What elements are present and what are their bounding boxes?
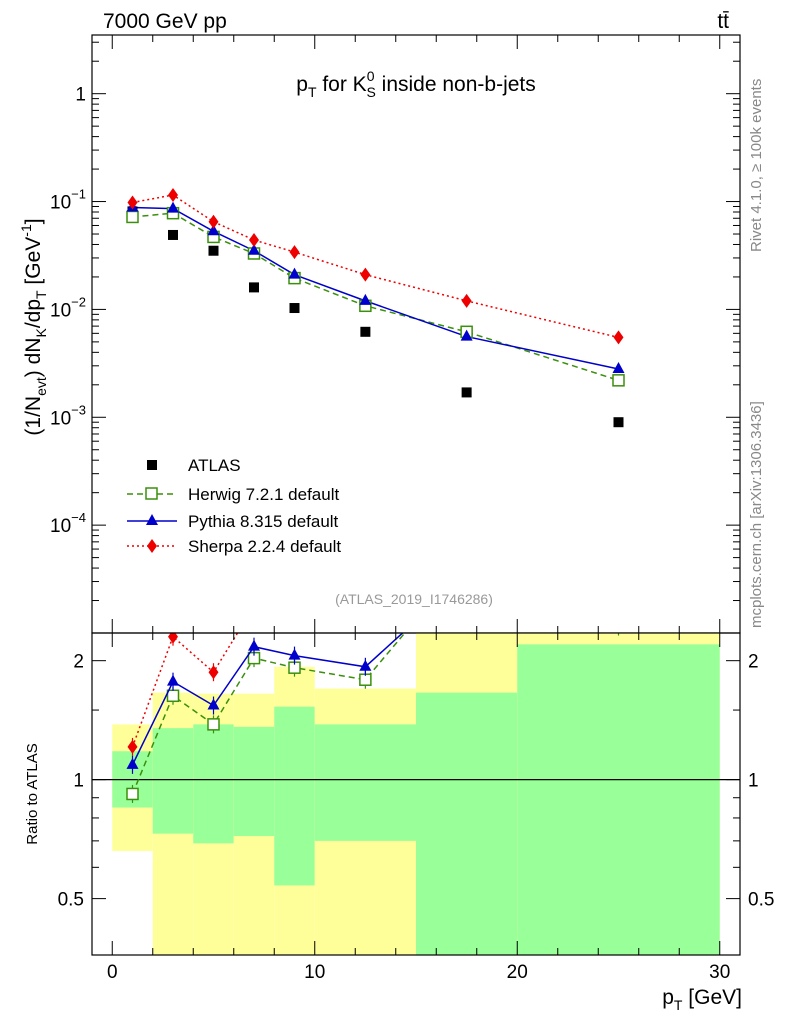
data-point-sherpa [461,293,472,308]
ratio-point-herwig [166,689,180,703]
ratio-point-pythia [167,674,179,686]
ratio-y-tick-label-right: 1 [748,771,759,792]
data-point-atlas [360,326,371,337]
legend-label-sherpa: Sherpa 2.2.4 default [188,537,341,556]
ratio-point-pythia [288,648,301,660]
ratio-band-inner [314,724,416,841]
data-point-atlas [613,417,624,428]
data-point-herwig [612,374,625,387]
ratio-y-tick-label: 1 [73,771,84,792]
ratio-point-sherpa [127,739,138,754]
series-line-sherpa [132,194,619,339]
legend-label-herwig: Herwig 7.2.1 default [188,485,339,504]
ratio-point-sherpa [208,665,219,680]
ratio-y-tick-label-right: 2 [748,652,759,673]
ratio-plot: 0.5 0.5 1 1 2 2 Ratio to ATLAS [24,632,774,956]
data-point-sherpa [360,267,371,282]
data-point-herwig [126,210,139,224]
legend-marker-sherpa [147,539,157,553]
ratio-line-pythia [131,633,404,766]
data-point-pythia [612,362,625,374]
ratio-point-sherpa [168,633,178,644]
data-point-pythia [167,201,179,213]
data-point-atlas [289,303,300,314]
ratio-band-inner [152,728,194,834]
y-tick-label: 10−3 [50,402,86,429]
data-point-pythia [207,224,220,236]
y-tick-label: 10−1 [50,187,86,214]
series-line-herwig [132,212,619,382]
ratio-y-axis-label: Ratio to ATLAS [24,743,41,844]
rivet-label: Rivet 4.1.0, ≥ 100k events [748,79,765,252]
header-left: 7000 GeV pp [103,10,227,33]
legend: ATLAS Herwig 7.2.1 default Pythia 8.315 … [127,456,341,556]
mcplots-label: mcplots.cern.ch [arXiv:1306.3436] [748,401,765,628]
ratio-point-pythia [248,639,260,651]
series-line-pythia [132,206,619,370]
header-right: tt̄ [717,10,729,33]
data-point-sherpa [613,330,624,345]
data-point-atlas [208,245,219,256]
ratio-band-inner [193,724,234,844]
data-point-pythia [460,329,473,341]
data-point-sherpa [127,195,138,210]
x-tick-label: 10 [304,962,325,983]
ratio-point-pythia [359,659,372,671]
legend-marker-pythia [146,514,158,525]
ratio-point-herwig [126,787,139,801]
y-axis-label: (1/Nevt) dNK/dpT [GeV-1] [18,218,49,435]
analysis-watermark: (ATLAS_2019_I1746286) [335,591,493,607]
ratio-band-inner [416,692,518,955]
data-point-sherpa [249,233,259,248]
data-point-pythia [248,243,260,255]
x-tick-label: 20 [507,962,528,983]
data-point-atlas [249,282,259,293]
ratio-point-pythia [207,698,220,710]
legend-label-atlas: ATLAS [188,456,241,475]
data-point-pythia [359,293,372,305]
data-point-pythia [288,267,301,279]
ratio-point-herwig [207,718,220,731]
x-tick-label: 0 [107,962,118,983]
ratio-band-inner [233,726,275,837]
main-plot: 10−4 10−3 10−2 10−1 1 pT for K0 S inside non-… [18,34,741,634]
ratio-y-tick-label-right: 0.5 [748,890,774,911]
y-tick-label: 10−4 [50,510,86,537]
ratio-point-pythia [126,757,139,769]
data-point-atlas [168,229,178,240]
x-tick-label: 30 [709,962,730,983]
ratio-line-herwig [131,633,406,795]
legend-label-pythia: Pythia 8.315 default [188,512,339,531]
data-point-sherpa [208,214,219,229]
y-tick-label: 10−2 [50,294,86,321]
ratio-line-sherpa [131,633,239,748]
data-point-atlas [461,387,472,398]
ratio-band-inner [274,706,315,886]
ratio-point-herwig [359,673,372,686]
ratio-y-tick-label: 0.5 [58,890,84,911]
ratio-y-tick-label: 2 [73,652,84,673]
plot-title: pT for K0 S inside non-b-jets [296,68,536,100]
y-tick-label: 1 [75,85,86,106]
data-point-sherpa [289,245,300,260]
data-point-sherpa [168,188,178,203]
legend-marker-herwig [145,487,158,500]
x-axis-label: pT [GeV] [662,986,742,1013]
ratio-band-inner [517,644,720,955]
legend-marker-atlas [147,460,157,470]
